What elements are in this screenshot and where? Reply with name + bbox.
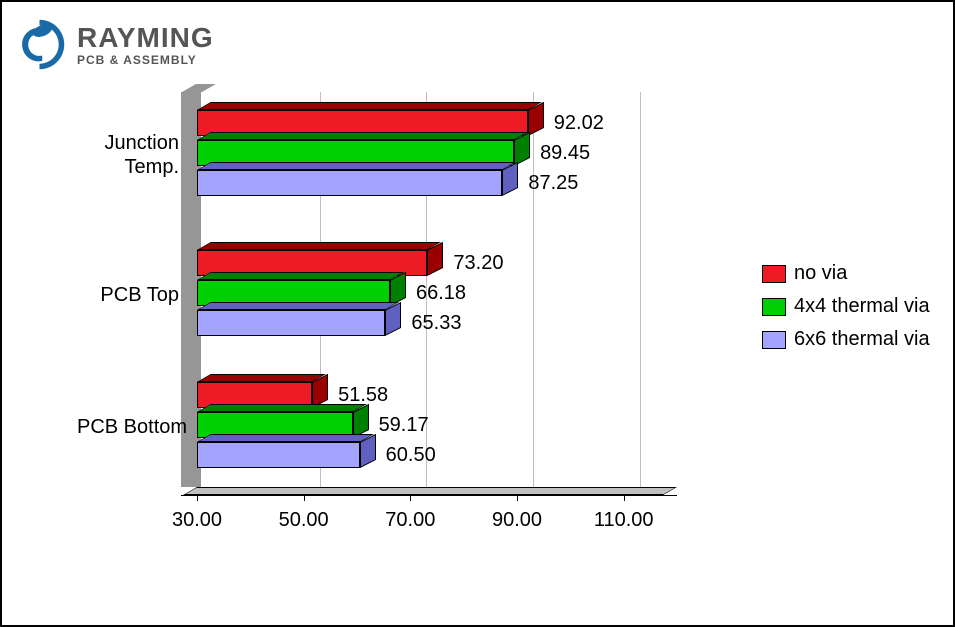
bar-value-label: 87.25 xyxy=(528,172,578,195)
legend-swatch-6x6 xyxy=(762,331,786,349)
bar-top-face xyxy=(197,242,441,250)
legend-swatch-4x4 xyxy=(762,298,786,316)
legend-item-no-via: no via xyxy=(762,262,930,285)
legend-label-no-via: no via xyxy=(794,262,847,285)
x-tick-mark xyxy=(304,495,305,501)
chart-frame: RAYMING PCB & ASSEMBLY 92.02 89.45 87.25 73… xyxy=(0,0,955,627)
x-tick-mark xyxy=(197,495,198,501)
bar-value-label: 73.20 xyxy=(453,252,503,275)
y-category-label: JunctionTemp. xyxy=(77,131,179,179)
bar-value-label: 89.45 xyxy=(540,142,590,165)
x-tick-label: 70.00 xyxy=(385,509,435,532)
brand-subtitle: PCB & ASSEMBLY xyxy=(77,54,214,66)
gridline xyxy=(640,92,641,487)
x-tick-label: 30.00 xyxy=(172,509,222,532)
bar-value-label: 92.02 xyxy=(554,112,604,135)
y-category-label: PCB Bottom xyxy=(77,415,179,439)
bar-top-face xyxy=(197,272,404,280)
bar-value-label: 59.17 xyxy=(379,414,429,437)
legend-label-6x6: 6x6 thermal via xyxy=(794,328,930,351)
bar-top-face xyxy=(197,374,326,382)
logo-text: RAYMING PCB & ASSEMBLY xyxy=(77,24,214,66)
chart-wall-top xyxy=(182,84,216,92)
bar-top-face xyxy=(197,102,542,110)
chart-legend: no via 4x4 thermal via 6x6 thermal via xyxy=(762,262,930,361)
x-tick-mark xyxy=(410,495,411,501)
bar-top-face xyxy=(197,302,399,310)
logo-icon xyxy=(12,17,67,72)
bar-value-label: 60.50 xyxy=(386,444,436,467)
bar-6x6 xyxy=(197,170,502,196)
bar-top-face xyxy=(197,434,374,442)
brand-name: RAYMING xyxy=(77,24,214,52)
x-axis-line xyxy=(181,495,677,496)
x-tick-mark xyxy=(624,495,625,501)
bar-6x6 xyxy=(197,442,360,468)
x-tick-label: 50.00 xyxy=(279,509,329,532)
legend-swatch-no-via xyxy=(762,265,786,283)
bar-top-face xyxy=(197,404,366,412)
bar-top-face xyxy=(197,162,516,170)
legend-item-6x6: 6x6 thermal via xyxy=(762,328,930,351)
brand-logo: RAYMING PCB & ASSEMBLY xyxy=(12,17,214,72)
bar-6x6 xyxy=(197,310,385,336)
bar-value-label: 66.18 xyxy=(416,282,466,305)
chart-plot-area: 92.0289.4587.2573.2066.1865.3351.5859.17… xyxy=(77,92,747,522)
x-tick-label: 90.00 xyxy=(492,509,542,532)
y-category-label: PCB Top xyxy=(77,283,179,307)
gridline xyxy=(533,92,534,487)
legend-label-4x4: 4x4 thermal via xyxy=(794,295,930,318)
chart-floor xyxy=(183,487,677,495)
bar-value-label: 65.33 xyxy=(411,312,461,335)
x-tick-label: 110.00 xyxy=(594,509,654,532)
x-tick-mark xyxy=(517,495,518,501)
bar-top-face xyxy=(197,132,528,140)
legend-item-4x4: 4x4 thermal via xyxy=(762,295,930,318)
